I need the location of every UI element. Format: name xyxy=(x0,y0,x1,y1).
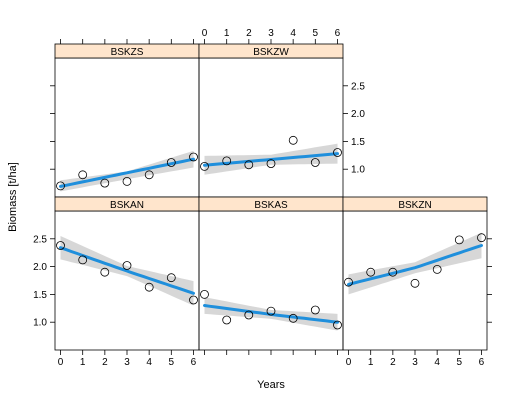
panel-frame-bskas xyxy=(198,210,344,351)
x-tick-label-bskzn: 1 xyxy=(368,357,374,368)
x-axis-title: Years xyxy=(257,379,285,391)
x-tick-label-bskan: 2 xyxy=(102,357,108,368)
data-point-bskas xyxy=(200,289,209,299)
y-axis-title: Biomass [t/ha] xyxy=(7,162,19,232)
data-point-bskzn xyxy=(410,278,420,288)
data-point-bskzs xyxy=(56,181,65,191)
data-point-bskzs xyxy=(100,178,110,188)
strip-label-bskas: BSKAS xyxy=(254,200,288,211)
strip-label-bskzw: BSKZW xyxy=(253,47,289,58)
strip-bskzn xyxy=(342,196,488,212)
confidence-bands xyxy=(60,143,482,331)
strip-label-bskzn: BSKZN xyxy=(398,200,431,211)
data-point-bskzw xyxy=(244,160,254,170)
data-point-bskzs xyxy=(122,176,132,186)
data-point-bskan xyxy=(166,273,176,283)
data-point-bskas xyxy=(333,320,342,330)
data-point-bskan xyxy=(144,282,154,292)
x-tick-label-bskzn: 6 xyxy=(479,357,485,368)
confidence-band-bskzs xyxy=(60,150,194,192)
data-point-bskan xyxy=(56,241,65,250)
data-point-bskas xyxy=(266,306,276,316)
y-tick-label-bskan: 1.5 xyxy=(33,290,47,301)
x-tick-label-bskan: 1 xyxy=(80,357,86,368)
data-point-bskan xyxy=(78,255,88,265)
data-point-bskan xyxy=(100,267,110,277)
data-point-bskas xyxy=(244,310,254,320)
panel-strips: BSKZS BSKZW BSKAN BSKAS BSKZN xyxy=(54,43,488,212)
x-tick-top-label-bskzw: 2 xyxy=(246,28,252,39)
y-tick-right-label-bskzw: 1.5 xyxy=(351,137,365,148)
y-tick-right-label-bskzw: 2.0 xyxy=(351,109,365,120)
data-point-bskzw xyxy=(333,148,342,157)
data-point-bskzs xyxy=(166,158,176,167)
data-point-bskzn xyxy=(477,233,486,243)
data-point-bskan xyxy=(189,295,198,305)
confidence-band-bskzn xyxy=(348,232,482,295)
data-points xyxy=(56,135,486,330)
fit-line-bskzs xyxy=(59,157,195,188)
fit-line-bskas xyxy=(203,304,339,324)
data-point-bskzw xyxy=(222,156,232,166)
data-point-bskzn xyxy=(366,267,376,277)
data-point-bskzw xyxy=(288,135,298,145)
data-point-bskan xyxy=(122,261,132,270)
data-point-bskas xyxy=(310,305,320,315)
x-tick-label-bskan: 5 xyxy=(169,357,175,368)
fit-line-bskzn xyxy=(347,244,483,286)
data-point-bskzn xyxy=(454,235,464,245)
data-point-bskas xyxy=(222,315,232,325)
strip-label-bskan: BSKAN xyxy=(110,200,144,211)
x-tick-label-bskzn: 5 xyxy=(457,357,463,368)
x-tick-top-label-bskzw: 1 xyxy=(224,28,230,39)
y-tick-label-bskan: 1.0 xyxy=(33,318,47,329)
x-tick-label-bskan: 4 xyxy=(146,357,152,368)
data-point-bskzs xyxy=(78,170,88,180)
x-tick-label-bskan: 3 xyxy=(124,357,130,368)
data-point-bskzs xyxy=(189,152,198,162)
x-tick-label-bskzn: 3 xyxy=(412,357,418,368)
data-point-bskzn xyxy=(432,264,442,274)
data-point-bskzw xyxy=(200,161,209,171)
y-tick-right-label-bskzw: 2.5 xyxy=(351,81,365,92)
x-tick-label-bskzn: 4 xyxy=(434,357,440,368)
data-point-bskzn xyxy=(388,267,398,277)
x-tick-top-label-bskzw: 4 xyxy=(290,28,296,39)
axis-ticks: 0 1 2 3 4 5 6 0 1 2 3 4 5 6 0 1 2 3 4 5 6 1.0 1.5 2.0 2.5 1.0 1.5 2… xyxy=(33,28,492,368)
y-tick-label-bskan: 2.0 xyxy=(33,262,47,273)
strip-label-bskzs: BSKZS xyxy=(111,47,144,58)
x-tick-label-bskzn: 0 xyxy=(346,357,352,368)
data-point-bskzw xyxy=(266,159,276,169)
fit-line-bskan xyxy=(59,246,195,295)
x-tick-top-label-bskzw: 6 xyxy=(335,28,341,39)
data-point-bskzn xyxy=(344,277,353,287)
y-tick-right-label-bskzw: 1.0 xyxy=(351,165,365,176)
data-point-bskzs xyxy=(144,170,154,180)
x-tick-label-bskzn: 2 xyxy=(390,357,396,368)
y-tick-label-bskan: 2.5 xyxy=(33,234,47,245)
x-tick-top-label-bskzw: 5 xyxy=(313,28,319,39)
data-point-bskzw xyxy=(310,158,320,167)
x-tick-label-bskan: 6 xyxy=(191,357,197,368)
data-point-bskas xyxy=(288,313,298,323)
x-tick-top-label-bskzw: 3 xyxy=(268,28,274,39)
panel-frame-bskzw xyxy=(198,57,344,198)
x-tick-top-label-bskzw: 0 xyxy=(202,28,208,39)
x-tick-label-bskan: 0 xyxy=(58,357,64,368)
